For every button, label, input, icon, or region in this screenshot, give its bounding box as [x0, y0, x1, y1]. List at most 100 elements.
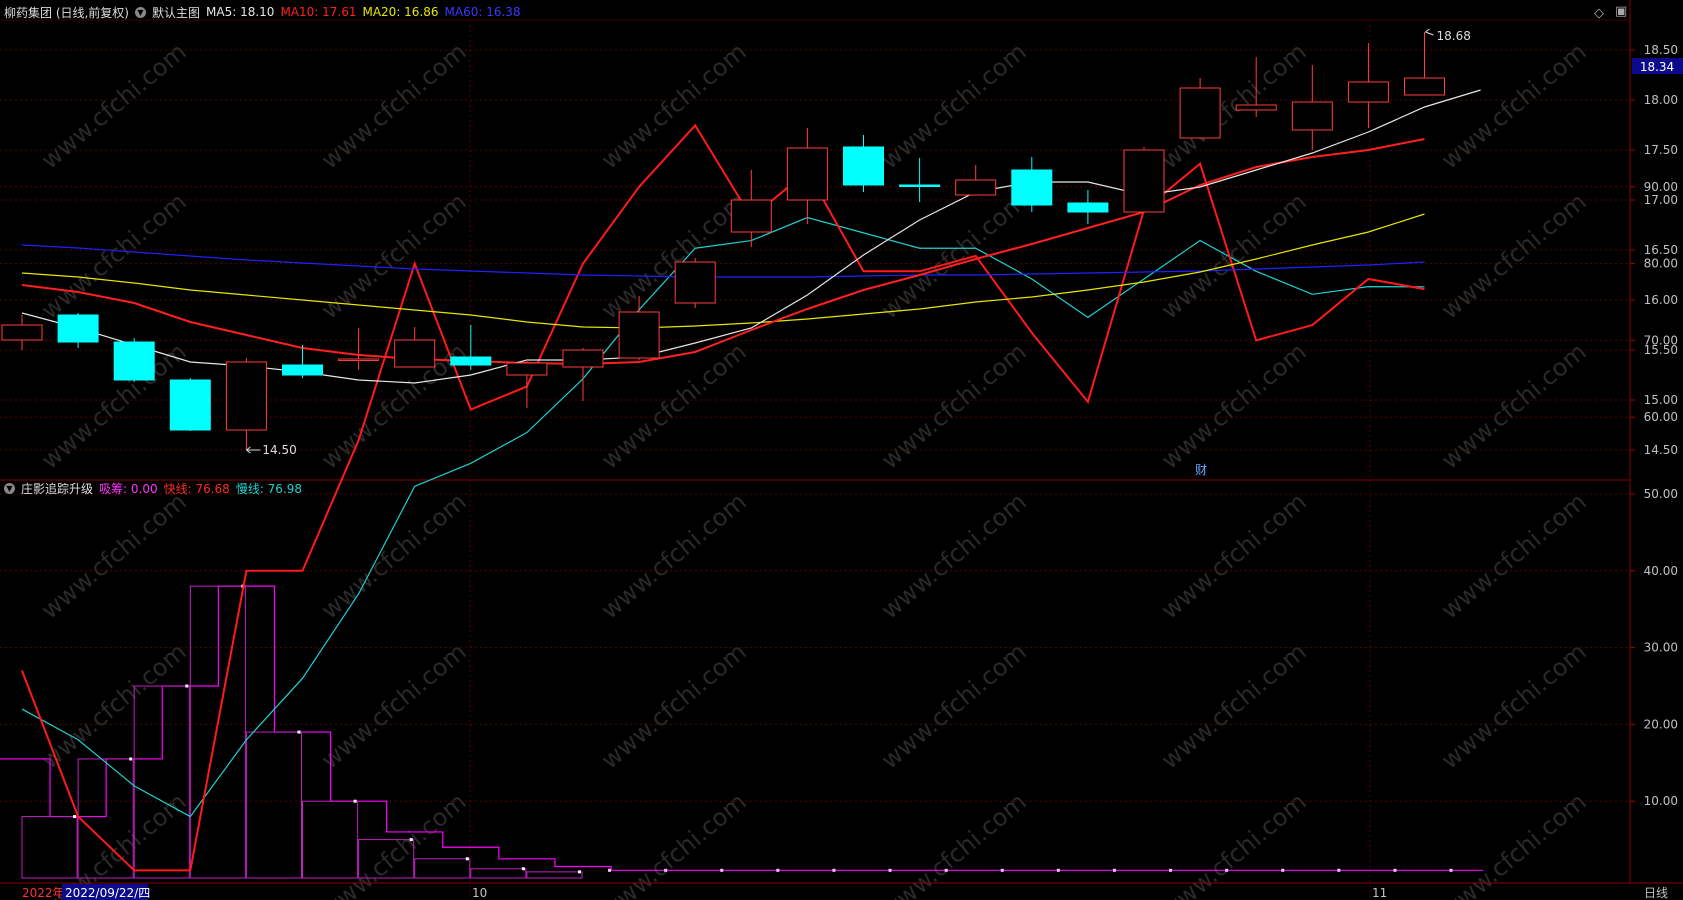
candle-body [113, 341, 155, 381]
xichou-marker [1225, 868, 1229, 872]
candle [562, 348, 604, 401]
candle-body [618, 311, 660, 359]
candle [1123, 147, 1165, 213]
candle-body [1235, 104, 1277, 111]
ma20-line [21, 213, 1425, 329]
indicator-tick-label: 80.00 [1644, 257, 1678, 271]
ma60-line [21, 244, 1425, 278]
xichou-box [358, 839, 415, 879]
candle-body [674, 261, 716, 304]
candle-body [57, 314, 99, 343]
current-price-label: 18.34 [1640, 60, 1674, 74]
high-arrow [1425, 28, 1434, 36]
indicator-name[interactable]: 庄影追踪升级 [21, 481, 94, 496]
candle-body [955, 179, 997, 196]
indicator-tick-label: 70.00 [1644, 333, 1678, 347]
ma10-label: MA10: 17.61 [280, 5, 357, 19]
candle-body [786, 147, 828, 201]
price-tick-label: 17.50 [1644, 143, 1678, 157]
xichou-marker [944, 868, 948, 872]
candle [57, 313, 99, 348]
candle-body [450, 356, 492, 366]
period-label: 日线 [1644, 886, 1668, 900]
xichou-box [245, 731, 302, 879]
indicator-tick-label: 40.00 [1644, 564, 1678, 578]
indicator-tick-label: 10.00 [1644, 794, 1678, 808]
candle [1347, 43, 1389, 128]
candle [394, 327, 436, 368]
candle [1011, 157, 1053, 212]
candle [1404, 32, 1445, 96]
indicator-layer [0, 123, 1483, 879]
low-label: 14.50 [262, 443, 296, 457]
xichou-marker [1000, 868, 1004, 872]
candle-body [1123, 149, 1165, 213]
chevron-down-icon[interactable]: ▼ [135, 6, 146, 18]
diamond-icon[interactable]: ◇ [1594, 6, 1604, 21]
xichou-marker [1449, 868, 1453, 872]
current-price-box [1632, 58, 1683, 74]
xichou-marker [1112, 868, 1116, 872]
price-tick-label: 16.00 [1644, 293, 1678, 307]
candle [506, 360, 548, 408]
xichou-marker [776, 868, 780, 872]
xichou-marker [297, 730, 301, 734]
indicator-header: ▼ 庄影追踪升级 吸筹: 0.00 快线: 76.68 慢线: 76.98 [4, 478, 308, 498]
candle-body [169, 379, 211, 431]
window-icon[interactable]: ▣ [1615, 4, 1628, 19]
candle-body [899, 184, 941, 187]
candle-body [282, 364, 323, 376]
ma5-label: MA5: 18.10 [206, 5, 275, 19]
candle [786, 128, 828, 224]
price-tick-label: 15.00 [1644, 393, 1678, 407]
xichou-marker [832, 868, 836, 872]
x-label-nov: 11 [1372, 886, 1387, 900]
candle [169, 378, 211, 431]
ma10-line [21, 138, 1425, 366]
xichou-label: 吸筹: 0.00 [99, 481, 158, 496]
candle [1, 315, 43, 350]
price-tick-label: 17.00 [1644, 193, 1678, 207]
indicator-tick-label: 30.00 [1644, 641, 1678, 655]
xichou-marker [664, 868, 668, 872]
indicator-tick-label: 90.00 [1644, 180, 1678, 194]
chevron-down-icon[interactable]: ▼ [4, 482, 15, 494]
xichou-marker [185, 684, 189, 688]
high-label: 18.68 [1437, 29, 1471, 43]
slow-line [21, 216, 1425, 818]
candle-body [1011, 169, 1053, 206]
price-layer: 18.68 14.50 财 [1, 28, 1481, 477]
candle [113, 338, 155, 382]
xichou-marker [129, 757, 133, 761]
xichou-box [470, 868, 527, 879]
xichou-box [526, 871, 583, 879]
price-tick-label: 14.50 [1644, 443, 1678, 457]
indicator-tick-label: 20.00 [1644, 717, 1678, 731]
candle-body [506, 362, 548, 376]
candle-body [1, 324, 43, 341]
candle-body [562, 349, 604, 368]
candle-body [1404, 77, 1445, 96]
main-chart-label[interactable]: 默认主图 [152, 5, 201, 20]
xichou-box [189, 585, 246, 879]
candle-body [1179, 87, 1221, 139]
candle-body [338, 358, 380, 361]
candle-body [730, 199, 772, 233]
candle-body [1347, 81, 1389, 103]
candle [450, 325, 492, 370]
main-header: 柳药集团 (日线,前复权) ▼ 默认主图 MA5: 18.10 MA10: 17… [4, 2, 527, 22]
fast-line [21, 123, 1425, 872]
x-label-oct: 10 [472, 886, 487, 900]
price-tick-label: 15.50 [1644, 343, 1678, 357]
xichou-marker [409, 838, 413, 842]
xichou-marker [1337, 868, 1341, 872]
stock-title[interactable]: 柳药集团 (日线,前复权) [4, 5, 129, 20]
event-marker: 财 [1195, 463, 1207, 477]
xichou-box [21, 816, 78, 879]
xichou-marker [608, 868, 612, 872]
candle [955, 165, 997, 196]
candle-body [1291, 101, 1333, 131]
candle-body [843, 146, 884, 186]
